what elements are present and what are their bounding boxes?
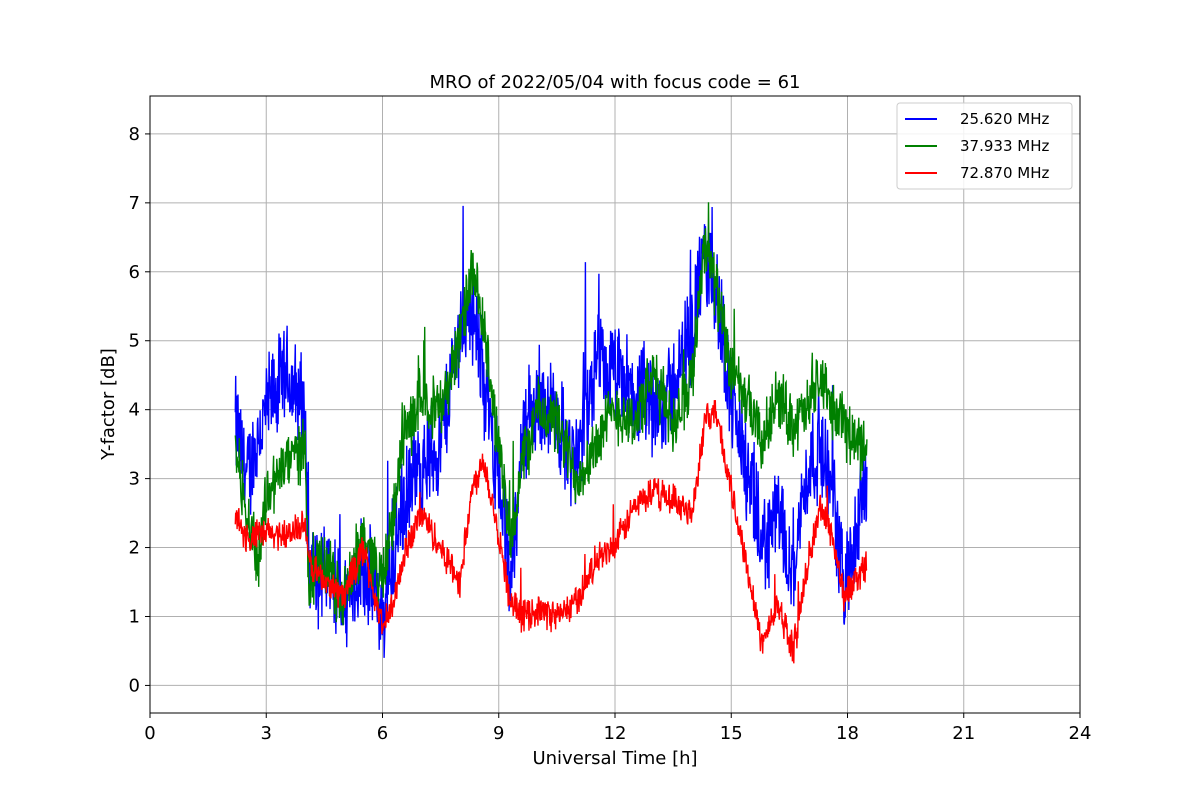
series-line-2 [234, 400, 868, 664]
y-tick-label: 1 [129, 606, 140, 627]
y-tick-label: 8 [129, 124, 140, 145]
y-tick-label: 6 [129, 262, 140, 283]
x-tick-label: 24 [1069, 723, 1092, 744]
y-axis-label: Y-factor [dB] [98, 348, 119, 461]
y-tick-label: 0 [129, 675, 140, 696]
y-tick-label: 5 [129, 331, 140, 352]
legend: 25.620 MHz 37.933 MHz 72.870 MHz [896, 102, 1073, 190]
x-tick-label: 6 [377, 723, 388, 744]
x-tick-label: 0 [144, 723, 155, 744]
y-tick-label: 4 [129, 400, 140, 421]
legend-box [896, 102, 1073, 190]
series-line-1 [234, 202, 868, 626]
series-layer [234, 202, 868, 664]
legend-label-2: 72.870 MHz [960, 164, 1049, 182]
x-tick-label: 21 [952, 723, 975, 744]
y-tick-label: 3 [129, 469, 140, 490]
x-tick-label: 12 [604, 723, 627, 744]
x-tick-label: 9 [493, 723, 504, 744]
y-tick-label: 7 [129, 193, 140, 214]
x-tick-label: 3 [261, 723, 272, 744]
y-tick-label: 2 [129, 538, 140, 559]
chart-title: MRO of 2022/05/04 with focus code = 61 [430, 72, 801, 93]
x-axis-label: Universal Time [h] [532, 748, 697, 769]
legend-label-0: 25.620 MHz [960, 110, 1049, 128]
x-tick-label: 18 [836, 723, 859, 744]
x-tick-label: 15 [720, 723, 743, 744]
legend-label-1: 37.933 MHz [960, 137, 1049, 155]
